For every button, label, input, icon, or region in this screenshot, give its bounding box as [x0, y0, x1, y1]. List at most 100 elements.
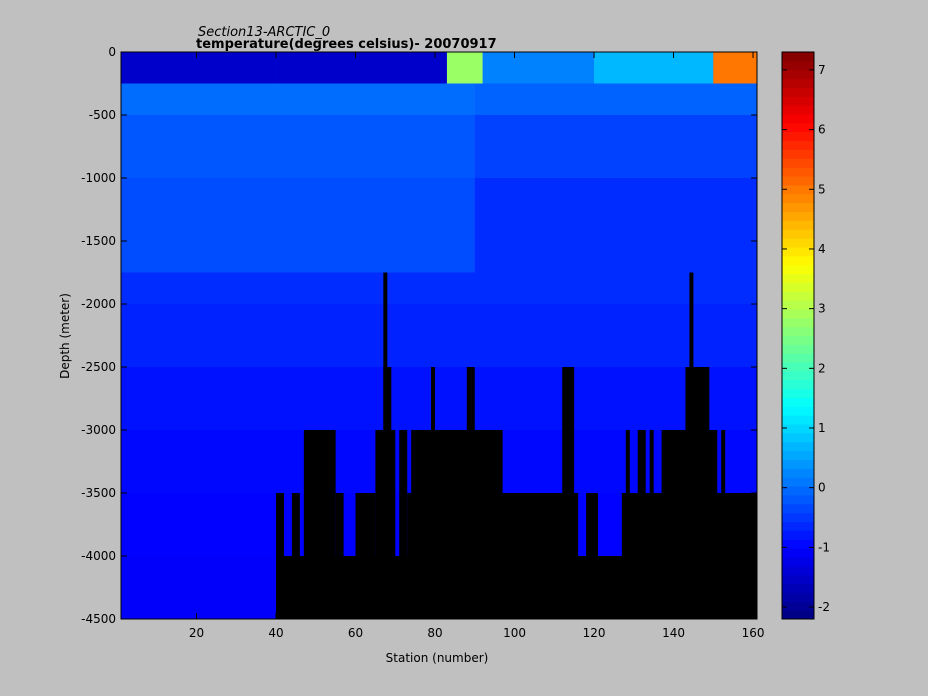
colorbar-step: [782, 521, 814, 531]
y-axis-label: Depth (meter): [58, 293, 72, 379]
y-tick-label: -4000: [81, 549, 116, 563]
colorbar-step: [782, 503, 814, 514]
seafloor-column: [383, 272, 388, 619]
colorbar-step: [782, 211, 814, 221]
seafloor-column: [276, 493, 284, 619]
seafloor-column: [399, 430, 408, 619]
colorbar-step: [782, 229, 814, 239]
colorbar-step: [782, 176, 814, 186]
colorbar-step: [782, 583, 814, 593]
y-tick-label: -4500: [81, 612, 116, 626]
temperature-cell: [713, 52, 757, 84]
x-tick-label: 120: [583, 626, 606, 640]
x-tick-label: 100: [503, 626, 526, 640]
colorbar-tick-label: 5: [818, 182, 826, 196]
colorbar-step: [782, 601, 814, 611]
temperature-cell: [276, 52, 447, 84]
colorbar-tick-label: 6: [818, 123, 826, 137]
colorbar-step: [782, 335, 814, 345]
y-tick-label: -500: [89, 108, 116, 122]
colorbar-step: [782, 317, 814, 328]
colorbar-step: [782, 193, 814, 204]
colorbar-step: [782, 344, 814, 354]
seafloor-column: [562, 367, 575, 619]
colorbar-step: [782, 574, 814, 585]
seafloor-column: [721, 430, 726, 619]
colorbar-step: [782, 131, 814, 142]
colorbar-step: [782, 122, 814, 133]
y-tick-label: -1500: [81, 234, 116, 248]
seafloor-column: [431, 367, 436, 619]
temperature-cell: [121, 52, 277, 84]
colorbar-step: [782, 202, 814, 212]
colorbar-step: [782, 539, 814, 549]
colorbar-step: [782, 140, 814, 150]
x-tick-label: 160: [742, 626, 765, 640]
colorbar-step: [782, 255, 814, 266]
colorbar-step: [782, 69, 814, 80]
colorbar-step: [782, 432, 814, 443]
colorbar-tick-label: -1: [818, 540, 830, 554]
y-tick-label: -2500: [81, 360, 116, 374]
colorbar-step: [782, 78, 814, 88]
colorbar-tick-label: 0: [818, 481, 826, 495]
colorbar-step: [782, 149, 814, 159]
colorbar-step: [782, 60, 814, 71]
colorbar-step: [782, 246, 814, 257]
colorbar-step: [782, 494, 814, 505]
colorbar-step: [782, 114, 814, 124]
colorbar-step: [782, 610, 814, 620]
colorbar-step: [782, 264, 814, 274]
colorbar-tick-label: -2: [818, 600, 830, 614]
colorbar-step: [782, 282, 814, 292]
colorbar-step: [782, 167, 814, 177]
colorbar-step: [782, 592, 814, 602]
colorbar-step: [782, 450, 814, 461]
colorbar: -2 -1 0 1 2 3 4 5 6 7: [781, 51, 830, 620]
colorbar-step: [782, 379, 814, 390]
y-tick-label: -3500: [81, 486, 116, 500]
seafloor-column: [411, 430, 503, 619]
temperature-cell: [474, 83, 757, 115]
seafloor-column: [685, 367, 710, 619]
seafloor-column: [625, 430, 630, 619]
seafloor-column: [586, 493, 598, 619]
colorbar-step: [782, 87, 814, 97]
temperature-cell: [594, 52, 714, 84]
temperature-cell: [121, 304, 757, 367]
y-tick-label: -1000: [81, 171, 116, 185]
colorbar-step: [782, 477, 814, 487]
temperature-cell: [121, 83, 475, 115]
temperature-cell: [482, 52, 595, 84]
colorbar-step: [782, 370, 814, 381]
colorbar-step: [782, 273, 814, 283]
colorbar-step: [782, 397, 814, 407]
colorbar-step: [782, 424, 814, 434]
colorbar-step: [782, 308, 814, 319]
seafloor-mask: [276, 272, 757, 619]
seafloor-column: [291, 493, 300, 619]
x-axis-label: Station (number): [386, 651, 489, 665]
y-tick-label: -3000: [81, 423, 116, 437]
colorbar-tick-label: 4: [818, 242, 826, 256]
temperature-cell: [121, 178, 475, 273]
colorbar-step: [782, 184, 814, 195]
colorbar-tick-label: 3: [818, 302, 826, 316]
colorbar-step: [782, 459, 814, 469]
x-tick-label: 20: [189, 626, 204, 640]
colorbar-step: [782, 441, 814, 452]
colorbar-step: [782, 468, 814, 478]
plot-frame: [120, 51, 758, 620]
colorbar-step: [782, 96, 814, 106]
colorbar-step: [782, 238, 814, 248]
seafloor-column: [355, 493, 376, 619]
colorbar-step: [782, 415, 814, 425]
x-tick-label: 140: [662, 626, 685, 640]
chart-subtitle: temperature(degrees celsius)- 20070917: [196, 37, 497, 52]
colorbar-step: [782, 406, 814, 416]
x-tick-label: 60: [348, 626, 363, 640]
colorbar-step: [782, 512, 814, 523]
colorbar-step: [782, 300, 814, 310]
seafloor-column: [689, 272, 694, 619]
colorbar-step: [782, 220, 814, 230]
